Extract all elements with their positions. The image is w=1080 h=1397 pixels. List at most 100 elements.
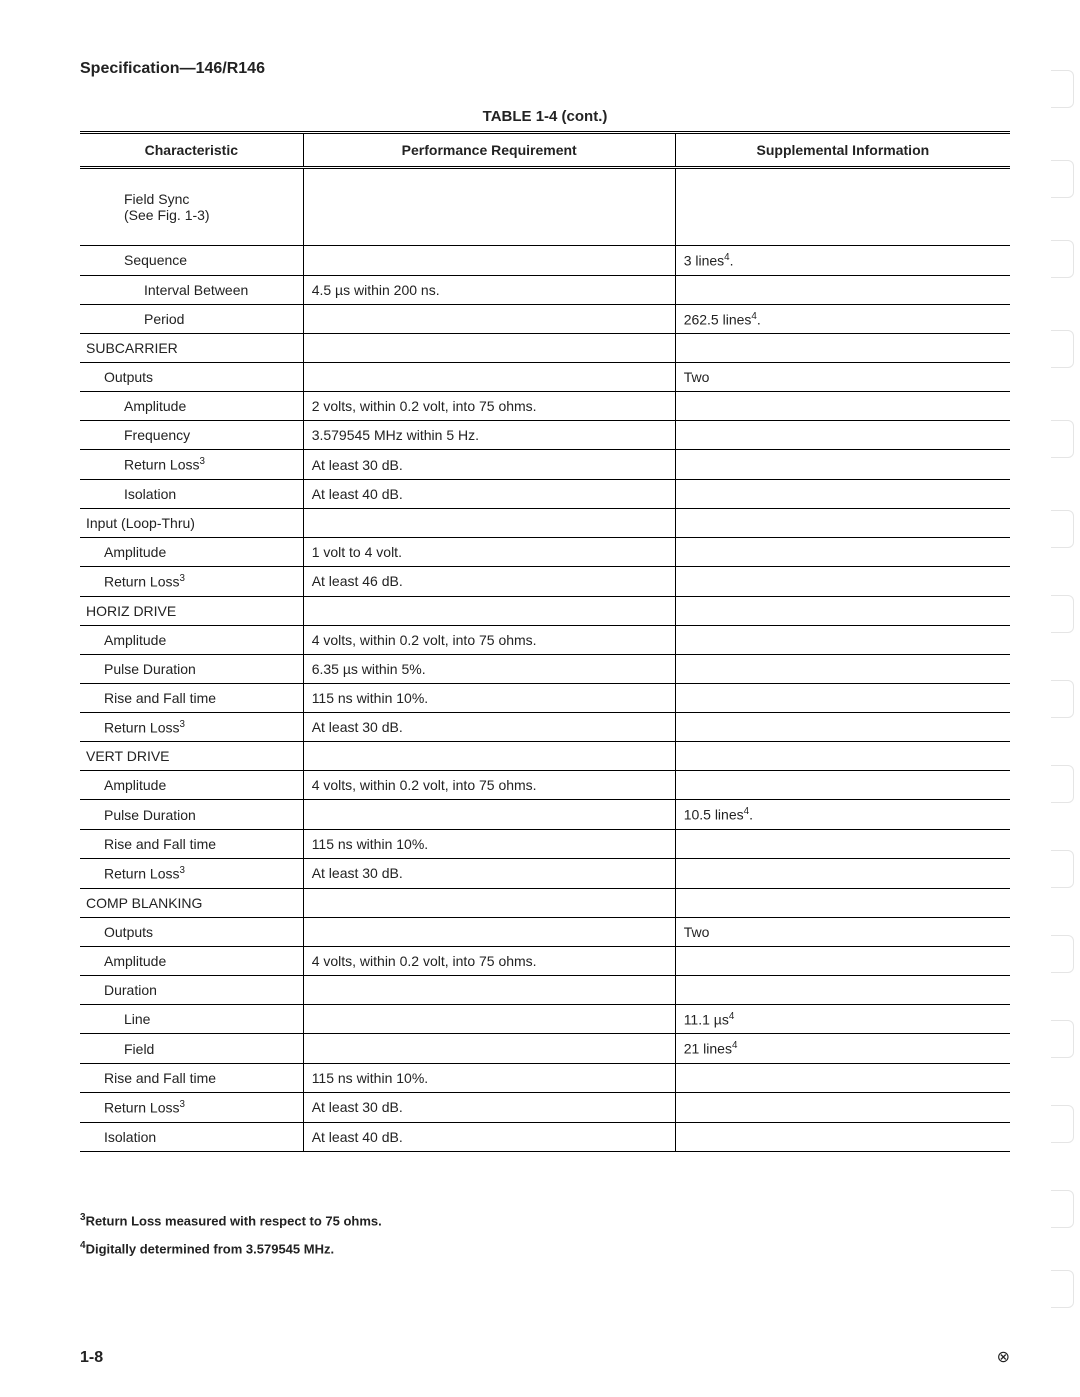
cell-characteristic: Interval Between (80, 275, 303, 304)
cell-characteristic: Amplitude (80, 537, 303, 566)
publisher-mark-icon: ⊗ (997, 1347, 1010, 1367)
cell-supplemental (675, 421, 1010, 450)
cell-supplemental (675, 1092, 1010, 1122)
cell-characteristic: Field Sync(See Fig. 1-3) (80, 168, 303, 246)
table-row: Frequency3.579545 MHz within 5 Hz. (80, 421, 1010, 450)
cell-supplemental (675, 566, 1010, 596)
cell-performance (303, 596, 675, 625)
cell-characteristic: Input (Loop-Thru) (80, 508, 303, 537)
table-row: SUBCARRIER (80, 334, 1010, 363)
table-row: IsolationAt least 40 dB. (80, 1122, 1010, 1151)
cell-characteristic: Isolation (80, 479, 303, 508)
cell-performance: 6.35 µs within 5%. (303, 654, 675, 683)
table-header-row: Characteristic Performance Requirement S… (80, 133, 1010, 168)
cell-performance (303, 363, 675, 392)
cell-characteristic: Return Loss3 (80, 566, 303, 596)
cell-characteristic: Return Loss3 (80, 858, 303, 888)
col-characteristic: Characteristic (80, 133, 303, 168)
cell-supplemental (675, 1063, 1010, 1092)
cell-supplemental (675, 1122, 1010, 1151)
table-row: Amplitude4 volts, within 0.2 volt, into … (80, 771, 1010, 800)
cell-performance: 2 volts, within 0.2 volt, into 75 ohms. (303, 392, 675, 421)
cell-characteristic: Duration (80, 975, 303, 1004)
footnote-4: 4Digitally determined from 3.579545 MHz. (80, 1240, 1010, 1256)
cell-performance (303, 304, 675, 334)
table-row: Amplitude4 volts, within 0.2 volt, into … (80, 946, 1010, 975)
col-performance: Performance Requirement (303, 133, 675, 168)
table-row: Rise and Fall time115 ns within 10%. (80, 829, 1010, 858)
cell-performance: At least 30 dB. (303, 858, 675, 888)
cell-characteristic: Rise and Fall time (80, 683, 303, 712)
cell-supplemental (675, 771, 1010, 800)
cell-performance (303, 975, 675, 1004)
table-row: Return Loss3At least 46 dB. (80, 566, 1010, 596)
cell-performance (303, 888, 675, 917)
cell-performance (303, 334, 675, 363)
cell-supplemental (675, 683, 1010, 712)
cell-supplemental (675, 508, 1010, 537)
cell-characteristic: VERT DRIVE (80, 742, 303, 771)
cell-supplemental: 3 lines4. (675, 246, 1010, 276)
cell-performance (303, 1034, 675, 1064)
cell-characteristic: Rise and Fall time (80, 1063, 303, 1092)
cell-supplemental (675, 537, 1010, 566)
cell-characteristic: Amplitude (80, 946, 303, 975)
table-row: OutputsTwo (80, 917, 1010, 946)
table-row: Amplitude1 volt to 4 volt. (80, 537, 1010, 566)
cell-performance: At least 30 dB. (303, 1092, 675, 1122)
cell-characteristic: Period (80, 304, 303, 334)
cell-characteristic: Pulse Duration (80, 800, 303, 830)
table-row: VERT DRIVE (80, 742, 1010, 771)
table-row: Rise and Fall time115 ns within 10%. (80, 683, 1010, 712)
spec-header: Specification—146/R146 (80, 60, 1010, 78)
cell-characteristic: Sequence (80, 246, 303, 276)
cell-supplemental (675, 712, 1010, 742)
cell-performance (303, 246, 675, 276)
table-row: Return Loss3At least 30 dB. (80, 712, 1010, 742)
table-row: Return Loss3At least 30 dB. (80, 450, 1010, 480)
cell-supplemental (675, 946, 1010, 975)
cell-performance (303, 168, 675, 246)
cell-characteristic: Amplitude (80, 771, 303, 800)
table-row: Pulse Duration10.5 lines4. (80, 800, 1010, 830)
cell-characteristic: Line (80, 1004, 303, 1034)
cell-characteristic: Isolation (80, 1122, 303, 1151)
cell-performance: At least 30 dB. (303, 450, 675, 480)
cell-supplemental: 11.1 µs4 (675, 1004, 1010, 1034)
cell-characteristic: Return Loss3 (80, 450, 303, 480)
cell-performance: At least 40 dB. (303, 479, 675, 508)
cell-supplemental: 21 lines4 (675, 1034, 1010, 1064)
spec-table: Characteristic Performance Requirement S… (80, 131, 1010, 1152)
footnote-3: 3Return Loss measured with respect to 75… (80, 1212, 1010, 1228)
cell-performance: 4 volts, within 0.2 volt, into 75 ohms. (303, 625, 675, 654)
table-row: IsolationAt least 40 dB. (80, 479, 1010, 508)
cell-characteristic: Outputs (80, 363, 303, 392)
cell-performance (303, 1004, 675, 1034)
cell-characteristic: Rise and Fall time (80, 829, 303, 858)
cell-supplemental (675, 742, 1010, 771)
cell-characteristic: Amplitude (80, 392, 303, 421)
table-row: Input (Loop-Thru) (80, 508, 1010, 537)
cell-supplemental (675, 888, 1010, 917)
table-row: Amplitude4 volts, within 0.2 volt, into … (80, 625, 1010, 654)
table-row: Rise and Fall time115 ns within 10%. (80, 1063, 1010, 1092)
table-row: Return Loss3At least 30 dB. (80, 1092, 1010, 1122)
cell-characteristic: HORIZ DRIVE (80, 596, 303, 625)
scan-edge-marks (1034, 40, 1074, 1357)
cell-supplemental (675, 450, 1010, 480)
cell-characteristic: Amplitude (80, 625, 303, 654)
page: Specification—146/R146 TABLE 1-4 (cont.)… (0, 0, 1080, 1397)
table-row: Pulse Duration6.35 µs within 5%. (80, 654, 1010, 683)
cell-supplemental: 262.5 lines4. (675, 304, 1010, 334)
cell-characteristic: Field (80, 1034, 303, 1064)
cell-supplemental (675, 829, 1010, 858)
cell-characteristic: Return Loss3 (80, 712, 303, 742)
cell-performance (303, 742, 675, 771)
cell-performance (303, 508, 675, 537)
cell-characteristic: SUBCARRIER (80, 334, 303, 363)
cell-performance: At least 40 dB. (303, 1122, 675, 1151)
cell-supplemental (675, 596, 1010, 625)
cell-supplemental: Two (675, 363, 1010, 392)
cell-performance: 4 volts, within 0.2 volt, into 75 ohms. (303, 946, 675, 975)
table-row: Duration (80, 975, 1010, 1004)
